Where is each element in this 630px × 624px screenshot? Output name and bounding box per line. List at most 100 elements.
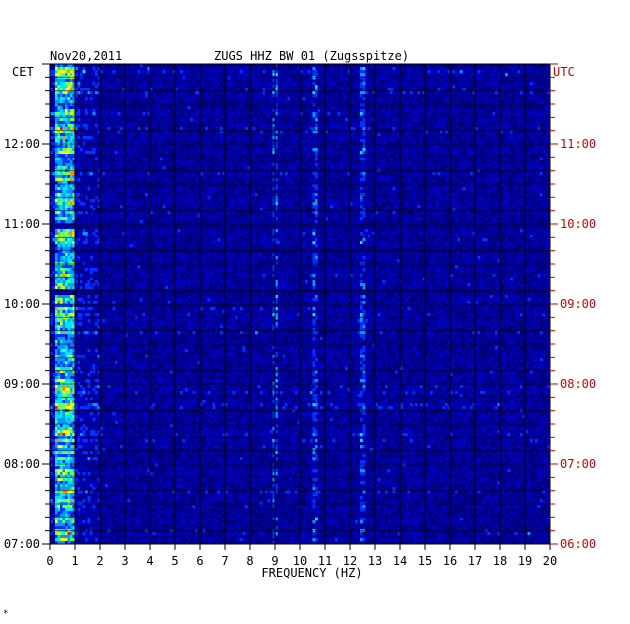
heatmap-cell: [55, 112, 58, 116]
heatmap-cell: [217, 67, 221, 71]
heatmap-cell: [355, 172, 358, 176]
heatmap-cell: [60, 112, 63, 116]
heatmap-cell: [60, 127, 63, 131]
heatmap-cell: [470, 175, 473, 179]
heatmap-cell: [362, 79, 366, 83]
heatmap-cell: [135, 106, 138, 110]
heatmap-cell: [462, 187, 466, 191]
heatmap-cell: [470, 82, 473, 86]
heatmap-cell: [547, 226, 551, 230]
heatmap-cell: [62, 208, 66, 212]
heatmap-cell: [395, 139, 398, 143]
heatmap-cell: [445, 154, 448, 158]
heatmap-cell: [105, 166, 108, 170]
heatmap-cell: [545, 178, 548, 182]
heatmap-cell: [467, 151, 471, 155]
heatmap-cell: [135, 184, 138, 188]
heatmap-cell: [207, 175, 211, 179]
heatmap-cell: [195, 220, 198, 224]
heatmap-cell: [530, 103, 533, 107]
heatmap-cell: [185, 151, 188, 155]
heatmap-cell: [445, 181, 448, 185]
heatmap-cell: [50, 112, 53, 116]
heatmap-cell: [87, 121, 91, 125]
heatmap-cell: [512, 145, 516, 149]
heatmap-cell: [462, 124, 466, 128]
heatmap-cell: [545, 100, 548, 104]
heatmap-cell: [445, 184, 448, 188]
heatmap-cell: [507, 157, 511, 161]
heatmap-cell: [542, 82, 546, 86]
heatmap-cell: [387, 220, 391, 224]
heatmap-cell: [72, 166, 76, 170]
heatmap-cell: [205, 220, 208, 224]
heatmap-cell: [135, 118, 138, 122]
heatmap-cell: [525, 205, 528, 209]
heatmap-cell: [292, 154, 296, 158]
heatmap-cell: [62, 229, 66, 233]
heatmap-cell: [242, 223, 246, 227]
heatmap-cell: [237, 160, 241, 164]
heatmap-cell: [280, 109, 283, 113]
heatmap-cell: [400, 70, 403, 74]
heatmap-cell: [202, 154, 206, 158]
heatmap-cell: [135, 79, 138, 83]
heatmap-cell: [480, 103, 483, 107]
heatmap-cell: [247, 82, 251, 86]
heatmap-cell: [357, 67, 361, 71]
heatmap-cell: [392, 157, 396, 161]
heatmap-cell: [57, 166, 61, 170]
heatmap-cell: [512, 130, 516, 134]
heatmap-cell: [252, 202, 256, 206]
heatmap-cell: [142, 88, 146, 92]
heatmap-cell: [357, 160, 361, 164]
heatmap-cell: [120, 178, 123, 182]
heatmap-cell: [190, 109, 193, 113]
heatmap-cell: [387, 88, 391, 92]
heatmap-cell: [90, 73, 93, 77]
heatmap-cell: [395, 127, 398, 131]
heatmap-cell: [537, 82, 541, 86]
heatmap-cell: [427, 94, 431, 98]
heatmap-cell: [487, 82, 491, 86]
heatmap-cell: [75, 160, 78, 164]
heatmap-cell: [452, 229, 456, 233]
heatmap-cell: [212, 82, 216, 86]
heatmap-cell: [532, 85, 536, 89]
heatmap-cell: [370, 205, 373, 209]
heatmap-cell: [535, 178, 538, 182]
heatmap-cell: [145, 145, 148, 149]
heatmap-cell: [132, 100, 136, 104]
heatmap-cell: [310, 202, 313, 206]
heatmap-cell: [160, 82, 163, 86]
heatmap-cell: [52, 64, 56, 68]
heatmap-cell: [62, 100, 66, 104]
heatmap-cell: [87, 118, 91, 122]
heatmap-cell: [245, 91, 248, 95]
heatmap-cell: [490, 64, 493, 68]
heatmap-cell: [345, 70, 348, 74]
heatmap-cell: [485, 217, 488, 221]
heatmap-cell: [70, 187, 73, 191]
heatmap-cell: [402, 145, 406, 149]
heatmap-cell: [242, 166, 246, 170]
heatmap-cell: [315, 202, 318, 206]
heatmap-cell: [492, 109, 496, 113]
heatmap-cell: [162, 133, 166, 137]
heatmap-cell: [362, 145, 366, 149]
heatmap-cell: [372, 88, 376, 92]
heatmap-cell: [55, 175, 58, 179]
heatmap-cell: [265, 64, 268, 68]
heatmap-cell: [345, 88, 348, 92]
heatmap-cell: [532, 217, 536, 221]
heatmap-cell: [465, 214, 468, 218]
heatmap-cell: [527, 88, 531, 92]
heatmap-cell: [340, 97, 343, 101]
heatmap-cell: [302, 130, 306, 134]
heatmap-cell: [72, 127, 76, 131]
heatmap-cell: [95, 193, 98, 197]
heatmap-cell: [132, 85, 136, 89]
heatmap-cell: [235, 199, 238, 203]
heatmap-cell: [275, 181, 278, 185]
heatmap-cell: [77, 199, 81, 203]
